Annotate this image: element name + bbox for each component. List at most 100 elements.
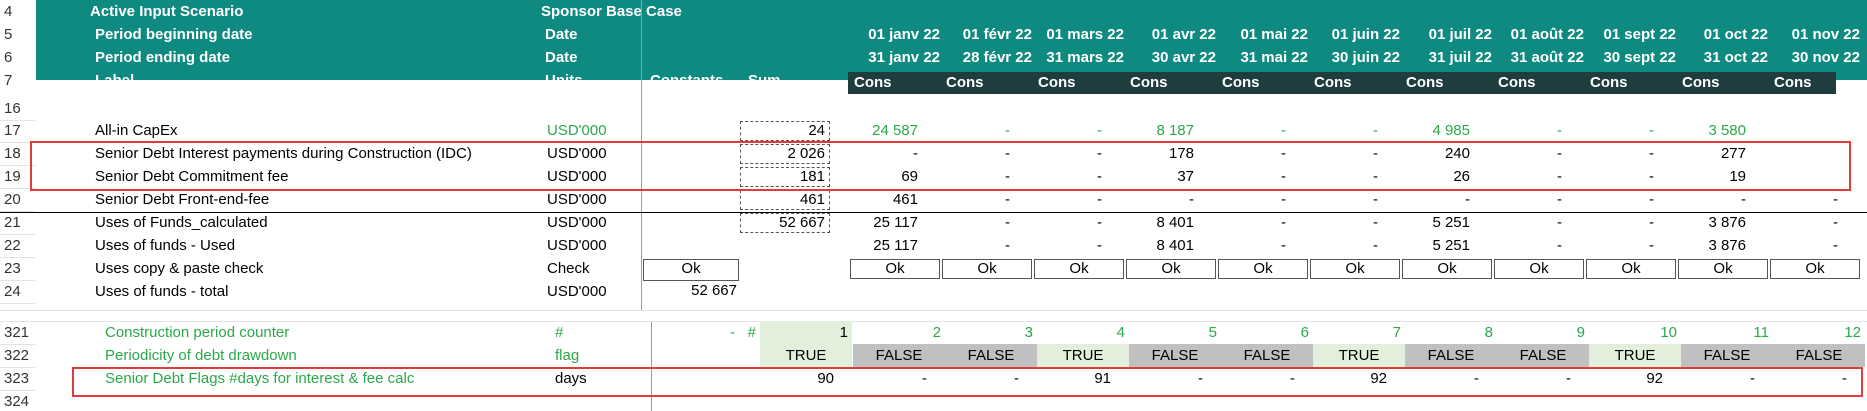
sum-cell[interactable]: 52 667 bbox=[740, 213, 830, 233]
days-value[interactable]: - bbox=[1198, 370, 1203, 387]
value-cell[interactable]: - bbox=[1557, 191, 1562, 208]
value-cell[interactable]: 19 bbox=[1729, 168, 1746, 185]
check-cell[interactable]: Ok bbox=[1310, 259, 1400, 279]
value-cell[interactable]: - bbox=[1005, 168, 1010, 185]
value-cell[interactable]: - bbox=[1281, 122, 1286, 139]
value-cell[interactable]: - bbox=[1649, 214, 1654, 231]
flag-value[interactable]: FALSE bbox=[1129, 344, 1221, 367]
flag-value[interactable]: FALSE bbox=[1221, 344, 1313, 367]
check-cell[interactable]: Ok bbox=[1586, 259, 1676, 279]
value-cell[interactable]: - bbox=[1833, 237, 1838, 254]
check-cell[interactable]: Ok bbox=[1678, 259, 1768, 279]
value-cell[interactable]: - bbox=[1005, 145, 1010, 162]
value-cell[interactable]: 8 401 bbox=[1156, 214, 1194, 231]
check-cell[interactable]: Ok bbox=[850, 259, 940, 279]
value-cell[interactable]: 25 117 bbox=[873, 237, 918, 254]
value-cell[interactable]: - bbox=[1097, 214, 1102, 231]
sum-cell[interactable]: 181 bbox=[740, 167, 830, 187]
flag-value[interactable]: FALSE bbox=[1497, 344, 1589, 367]
value-cell[interactable]: - bbox=[1281, 237, 1286, 254]
constants-cell[interactable]: 52 667 bbox=[691, 282, 737, 299]
value-cell[interactable]: - bbox=[1373, 191, 1378, 208]
value-cell[interactable]: - bbox=[1833, 191, 1838, 208]
value-cell[interactable]: - bbox=[1649, 122, 1654, 139]
check-cell[interactable]: Ok bbox=[1218, 259, 1308, 279]
value-cell[interactable]: - bbox=[1097, 191, 1102, 208]
value-cell[interactable]: - bbox=[1281, 145, 1286, 162]
value-cell[interactable]: 277 bbox=[1720, 145, 1746, 162]
value-cell[interactable]: - bbox=[1557, 122, 1562, 139]
check-cell[interactable]: Ok bbox=[1402, 259, 1492, 279]
days-value[interactable]: 91 bbox=[1094, 370, 1111, 387]
value-cell[interactable]: - bbox=[1557, 168, 1562, 185]
days-value[interactable]: 92 bbox=[1646, 370, 1663, 387]
value-cell[interactable]: - bbox=[1097, 122, 1102, 139]
value-cell[interactable]: - bbox=[1649, 237, 1654, 254]
value-cell[interactable]: - bbox=[1281, 214, 1286, 231]
flag-value[interactable]: TRUE bbox=[1589, 344, 1681, 367]
flag-value[interactable]: FALSE bbox=[1681, 344, 1773, 367]
value-cell[interactable]: - bbox=[1557, 237, 1562, 254]
flag-value[interactable]: FALSE bbox=[853, 344, 945, 367]
value-cell[interactable]: - bbox=[1281, 168, 1286, 185]
value-cell[interactable]: 4 985 bbox=[1432, 122, 1470, 139]
sum-cell[interactable]: 461 bbox=[740, 190, 830, 210]
value-cell[interactable]: 8 401 bbox=[1156, 237, 1194, 254]
value-cell[interactable]: - bbox=[1649, 191, 1654, 208]
days-value[interactable]: - bbox=[1842, 370, 1847, 387]
days-value[interactable]: 92 bbox=[1370, 370, 1387, 387]
value-cell[interactable]: - bbox=[1189, 191, 1194, 208]
value-cell[interactable]: - bbox=[1097, 237, 1102, 254]
flag-value[interactable]: TRUE bbox=[760, 344, 852, 367]
value-cell[interactable]: - bbox=[1557, 214, 1562, 231]
days-value[interactable]: - bbox=[1750, 370, 1755, 387]
value-cell[interactable]: - bbox=[1373, 122, 1378, 139]
value-cell[interactable]: - bbox=[1373, 237, 1378, 254]
value-cell[interactable]: 3 876 bbox=[1708, 214, 1746, 231]
constants-cell[interactable]: Ok bbox=[643, 259, 739, 281]
value-cell[interactable]: - bbox=[1097, 145, 1102, 162]
value-cell[interactable]: - bbox=[1741, 191, 1746, 208]
check-cell[interactable]: Ok bbox=[1770, 259, 1860, 279]
flag-value[interactable]: FALSE bbox=[1773, 344, 1865, 367]
value-cell[interactable]: 178 bbox=[1168, 145, 1194, 162]
value-cell[interactable]: 24 587 bbox=[872, 122, 918, 139]
value-cell[interactable]: - bbox=[1649, 168, 1654, 185]
value-cell[interactable]: 8 187 bbox=[1156, 122, 1194, 139]
value-cell[interactable]: 240 bbox=[1444, 145, 1470, 162]
value-cell[interactable]: 37 bbox=[1177, 168, 1194, 185]
value-cell[interactable]: 25 117 bbox=[873, 214, 918, 231]
value-cell[interactable]: - bbox=[1281, 191, 1286, 208]
days-value[interactable]: - bbox=[1014, 370, 1019, 387]
days-value[interactable]: - bbox=[1290, 370, 1295, 387]
check-cell[interactable]: Ok bbox=[942, 259, 1032, 279]
value-cell[interactable]: - bbox=[913, 145, 918, 162]
check-cell[interactable]: Ok bbox=[1126, 259, 1216, 279]
value-cell[interactable]: 5 251 bbox=[1432, 237, 1470, 254]
value-cell[interactable]: - bbox=[1373, 168, 1378, 185]
value-cell[interactable]: - bbox=[1005, 237, 1010, 254]
days-value[interactable]: - bbox=[1566, 370, 1571, 387]
flag-value[interactable]: TRUE bbox=[1037, 344, 1129, 367]
value-cell[interactable]: 3 580 bbox=[1708, 122, 1746, 139]
value-cell[interactable]: - bbox=[1833, 214, 1838, 231]
value-cell[interactable]: - bbox=[1465, 191, 1470, 208]
value-cell[interactable]: 5 251 bbox=[1432, 214, 1470, 231]
flag-value[interactable]: FALSE bbox=[945, 344, 1037, 367]
check-cell[interactable]: Ok bbox=[1494, 259, 1584, 279]
value-cell[interactable]: - bbox=[1005, 122, 1010, 139]
value-cell[interactable]: - bbox=[1557, 145, 1562, 162]
flag-value[interactable]: TRUE bbox=[1313, 344, 1405, 367]
days-value[interactable]: 90 bbox=[817, 370, 834, 387]
value-cell[interactable]: 69 bbox=[901, 168, 918, 185]
value-cell[interactable]: 461 bbox=[892, 191, 918, 208]
check-cell[interactable]: Ok bbox=[1034, 259, 1124, 279]
value-cell[interactable]: - bbox=[1373, 145, 1378, 162]
sum-cell[interactable]: 2 026 bbox=[740, 144, 830, 164]
value-cell[interactable]: - bbox=[1373, 214, 1378, 231]
value-cell[interactable]: - bbox=[1097, 168, 1102, 185]
value-cell[interactable]: - bbox=[1005, 191, 1010, 208]
sum-cell[interactable]: 24 bbox=[740, 121, 830, 141]
days-value[interactable]: - bbox=[922, 370, 927, 387]
value-cell[interactable]: - bbox=[1005, 214, 1010, 231]
